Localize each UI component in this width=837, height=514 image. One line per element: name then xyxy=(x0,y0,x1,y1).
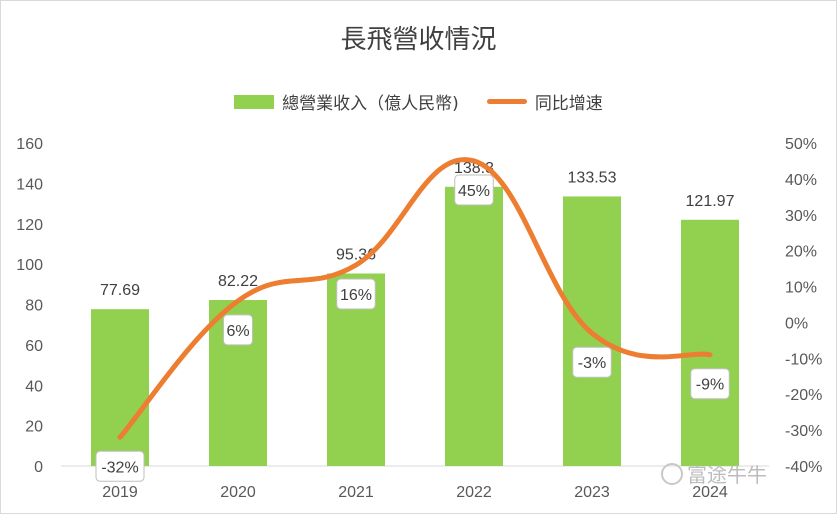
y-right-tick-label: 40% xyxy=(785,172,817,189)
chart-title: 長飛營收情況 xyxy=(340,25,497,55)
legend-label-revenue: 總營業收入（億人民幣) xyxy=(282,94,459,114)
y-left-tick-label: 100 xyxy=(16,257,43,274)
growth-label-box xyxy=(223,314,253,346)
y-right-tick-label: -10% xyxy=(785,351,822,368)
x-tick-label: 2020 xyxy=(220,484,256,501)
x-tick-label: 2023 xyxy=(574,484,610,501)
chart-legend: 總營業收入（億人民幣) 同比增速 xyxy=(1,89,836,114)
y-left-tick-label: 160 xyxy=(16,136,43,153)
x-tick-label: 2021 xyxy=(338,484,374,501)
growth-line xyxy=(117,157,713,440)
growth-label-box xyxy=(572,346,612,378)
x-tick-label: 2024 xyxy=(692,484,728,501)
y-right-tick-label: 50% xyxy=(785,136,817,153)
growth-data-label: -32% xyxy=(101,459,138,476)
y-right-tick-label: 0% xyxy=(785,315,808,332)
bar-revenue xyxy=(445,186,503,466)
bar-revenue xyxy=(91,309,149,466)
legend-swatch-line xyxy=(486,99,527,104)
bar-data-label: 121.97 xyxy=(686,193,735,210)
y-right-tick-label: 30% xyxy=(785,208,817,225)
watermark: 富途牛牛 xyxy=(661,459,767,488)
y-right-tick-label: -20% xyxy=(785,387,822,404)
growth-data-label: 16% xyxy=(340,287,372,304)
growth-label-box xyxy=(336,278,376,310)
watermark-text: 富途牛牛 xyxy=(687,463,767,487)
futu-logo-icon xyxy=(661,462,683,485)
y-left-tick-label: 140 xyxy=(16,176,43,193)
bar-data-label: 133.53 xyxy=(568,169,617,186)
y-left-tick-label: 60 xyxy=(25,338,43,355)
growth-data-label: 6% xyxy=(226,323,249,340)
growth-label-box xyxy=(690,368,730,400)
bar-data-label: 77.69 xyxy=(100,282,140,299)
y-right-tick-label: 10% xyxy=(785,280,817,297)
growth-data-label: 45% xyxy=(458,183,490,200)
y-right-tick-label: -30% xyxy=(785,423,822,440)
bar-data-label: 82.22 xyxy=(218,273,258,290)
y-right-tick-label: -40% xyxy=(785,459,822,476)
growth-data-label: -3% xyxy=(578,355,606,372)
y-left-tick-label: 20 xyxy=(25,419,43,436)
y-left-tick-label: 80 xyxy=(25,298,43,315)
legend-item-growth: 同比增速 xyxy=(486,89,603,114)
y-left-tick-label: 120 xyxy=(16,217,43,234)
growth-data-label: -9% xyxy=(696,377,724,394)
legend-label-growth: 同比增速 xyxy=(534,94,603,114)
x-tick-label: 2019 xyxy=(102,484,138,501)
x-tick-label: 2022 xyxy=(456,484,492,501)
growth-label-box xyxy=(95,450,145,482)
bar-revenue xyxy=(681,219,739,466)
y-left-tick-label: 40 xyxy=(25,378,43,395)
y-left-tick-label: 0 xyxy=(34,459,43,476)
growth-label-box xyxy=(454,174,494,206)
legend-swatch-bar xyxy=(234,94,275,109)
legend-item-revenue: 總營業收入（億人民幣) xyxy=(234,89,459,114)
y-right-tick-label: 20% xyxy=(785,244,817,261)
